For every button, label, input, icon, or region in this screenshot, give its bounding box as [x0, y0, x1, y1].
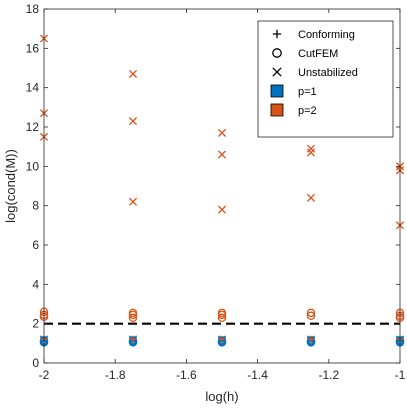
point-unstabilized-p2	[128, 197, 138, 206]
x-tick-label: -1.8	[105, 368, 126, 382]
legend-box	[257, 20, 394, 138]
point-cutfem-p2	[217, 313, 227, 323]
data-marks	[39, 34, 405, 347]
point-cutfem-p2	[217, 308, 227, 318]
x-tick-label: -2	[39, 368, 50, 382]
legend-label: p=1	[298, 86, 317, 98]
point-conforming-p2	[307, 335, 315, 343]
y-tick-label: 0	[32, 356, 39, 370]
y-tick-label: 4	[32, 277, 39, 291]
y-axis-label: log(cond(M))	[3, 149, 18, 223]
point-cutfem-p2	[128, 313, 138, 323]
x-tick-label: -1.6	[176, 368, 197, 382]
legend-label: Conforming	[298, 29, 355, 41]
x-tick-label: -1.2	[318, 368, 339, 382]
point-unstabilized-p2	[217, 128, 227, 137]
point-cutfem-p2	[306, 311, 316, 321]
x-axis: -2 -1.8 -1.6 -1.4 -1.2 -1	[39, 9, 406, 382]
legend-marker-p2	[270, 103, 284, 117]
point-unstabilized-p2	[306, 193, 316, 202]
point-unstabilized-p2	[217, 150, 227, 159]
point-unstabilized-p2	[128, 117, 138, 126]
y-tick-label: 18	[26, 2, 40, 16]
y-axis: 0 2 4 6 8 10 12 14 16 18	[26, 2, 400, 370]
x-axis-label: log(h)	[205, 389, 238, 404]
y-tick-label: 8	[32, 199, 39, 213]
plot-frame	[43, 8, 401, 364]
point-cutfem-p2	[306, 308, 316, 318]
y-tick-label: 12	[26, 120, 40, 134]
y-tick-label: 2	[32, 317, 39, 331]
legend-label: p=2	[298, 105, 317, 117]
y-tick-label: 16	[26, 41, 40, 55]
x-tick-label: -1.4	[247, 368, 268, 382]
point-unstabilized-p2	[128, 69, 138, 78]
point-conforming-p2	[129, 335, 137, 343]
y-tick-label: 10	[26, 159, 40, 173]
legend-marker-p1	[270, 84, 284, 98]
legend-marker-unstabilized	[272, 67, 282, 77]
y-tick-label: 14	[26, 81, 40, 95]
point-conforming-p2	[218, 335, 226, 343]
x-tick-label: -1	[395, 368, 406, 382]
point-unstabilized-p2	[306, 148, 316, 157]
y-tick-label: 6	[32, 238, 39, 252]
legend-label: CutFEM	[298, 48, 338, 60]
legend-marker-cutfem	[272, 48, 282, 58]
point-unstabilized-p2	[217, 205, 227, 214]
legend-label: Unstabilized	[298, 67, 358, 79]
legend: Conforming CutFEM Unstabilized p=1 p=2	[257, 20, 394, 138]
legend-marker-conforming	[272, 29, 282, 39]
point-cutfem-p2	[128, 308, 138, 318]
